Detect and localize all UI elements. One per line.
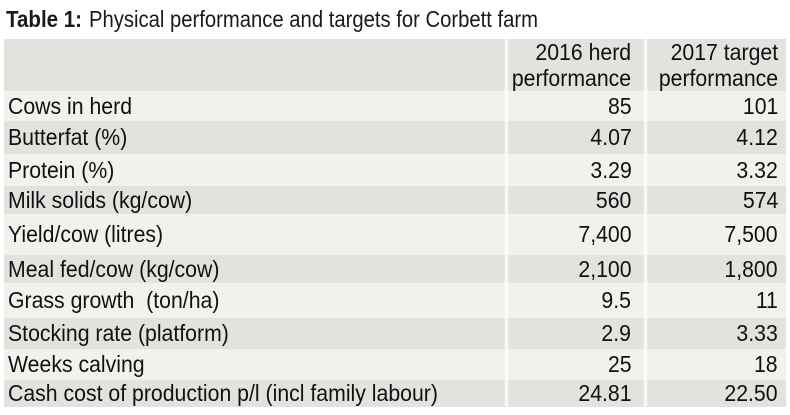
svg-text:Table 1:Physical performance a: Table 1: Physical performance and targets… <box>6 6 538 32</box>
